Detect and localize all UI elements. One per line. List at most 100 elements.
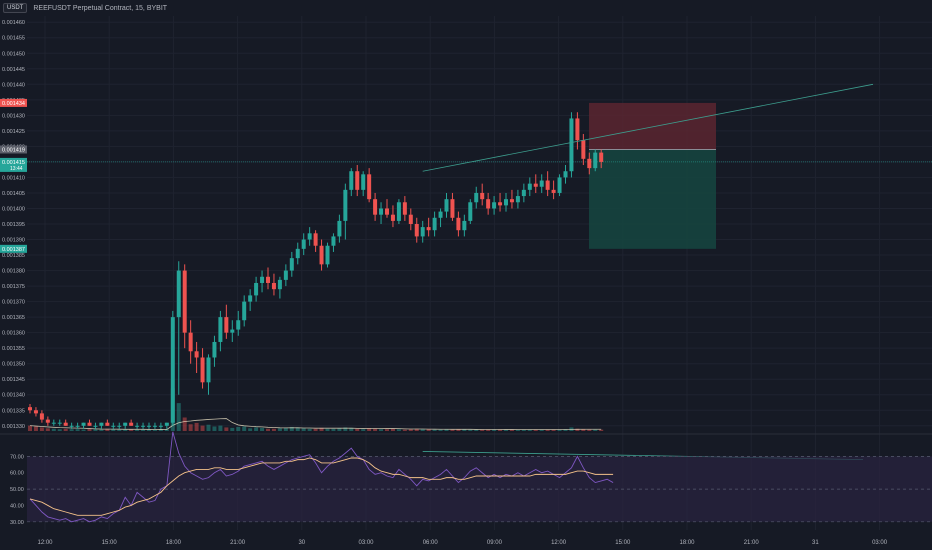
volume-bar xyxy=(188,424,193,431)
price-tick-label: 0.001345 xyxy=(2,377,25,383)
volume-bar xyxy=(28,425,32,431)
price-tick-label: 0.001360 xyxy=(2,331,25,337)
volume-bar xyxy=(486,429,491,431)
price-tick-label: 0.001455 xyxy=(2,36,25,42)
volume-bar xyxy=(254,427,259,431)
candle-body xyxy=(337,220,342,237)
volume-bar xyxy=(129,429,134,431)
candle-body xyxy=(242,301,247,321)
volume-bar xyxy=(450,429,455,431)
volume-bar xyxy=(456,429,461,431)
time-tick-label: 18:00 xyxy=(679,540,695,546)
candle-body xyxy=(230,329,235,333)
price-tick-label: 0.001375 xyxy=(2,284,25,290)
volume-bar xyxy=(373,428,378,431)
volume-bar xyxy=(575,428,580,431)
volume-bar xyxy=(432,429,437,431)
volume-bar xyxy=(468,429,473,431)
candle-body xyxy=(545,180,550,190)
volume-bar xyxy=(331,428,336,431)
volume-bar xyxy=(135,429,140,431)
candle-body xyxy=(432,217,437,231)
volume-bar xyxy=(408,429,413,431)
volume-bar xyxy=(99,429,104,431)
volume-bar xyxy=(545,429,550,431)
candle-body xyxy=(593,152,598,169)
price-tick-label: 0.001370 xyxy=(2,300,25,306)
candle-body xyxy=(135,425,140,427)
volume-bar xyxy=(325,428,330,431)
volume-bar xyxy=(557,429,562,431)
volume-bar xyxy=(444,429,449,431)
volume-bar xyxy=(218,425,223,431)
volume-bar xyxy=(313,428,318,431)
volume-bar xyxy=(438,429,443,431)
price-tick-label: 0.001330 xyxy=(2,424,25,430)
volume-bar xyxy=(51,428,56,431)
volume-bar xyxy=(551,429,556,431)
target-price-label: 0.001387 xyxy=(2,247,25,253)
candle-body xyxy=(587,158,592,169)
currency-button[interactable]: USDT xyxy=(3,3,28,13)
candle-body xyxy=(325,245,330,265)
candle-body xyxy=(206,357,211,383)
time-tick-label: 31 xyxy=(812,540,819,546)
candle-body xyxy=(99,422,104,426)
take-profit-zone[interactable] xyxy=(589,149,716,249)
candle-body xyxy=(426,227,431,231)
volume-bar xyxy=(355,428,360,431)
volume-bar xyxy=(93,429,98,431)
volume-bar xyxy=(212,426,217,431)
price-tick-label: 0.001460 xyxy=(2,20,25,26)
volume-bar xyxy=(283,427,288,431)
price-axis[interactable]: 0.001460 0.001455 0.001450 0.001445 0.001440… xyxy=(0,20,27,430)
candle-body xyxy=(182,270,187,333)
position-zones xyxy=(27,102,932,249)
volume-ma-line xyxy=(29,418,602,431)
candle-body xyxy=(527,183,532,190)
candle-body xyxy=(367,174,372,200)
candle-body xyxy=(313,233,318,246)
price-trend-line[interactable] xyxy=(422,83,874,172)
grid-lines xyxy=(0,16,932,530)
volume-bar xyxy=(361,429,366,431)
volume-bar xyxy=(533,429,538,431)
candle-body xyxy=(486,199,491,209)
candle-body xyxy=(141,425,146,427)
candle-body xyxy=(283,270,288,280)
price-tick-label: 0.001340 xyxy=(2,393,25,399)
volume-bar xyxy=(271,428,276,431)
last-price-label-bg xyxy=(0,157,27,172)
volume-bar xyxy=(521,429,526,431)
volume-bar xyxy=(194,422,199,431)
rsi-tick-label: 30.00 xyxy=(10,520,24,526)
candle-body xyxy=(408,214,413,224)
candle-body xyxy=(462,220,467,231)
volume-bar xyxy=(158,429,163,431)
candle-body xyxy=(355,171,360,190)
volume-bar xyxy=(319,427,324,431)
volume-bar xyxy=(81,429,86,431)
time-axis[interactable]: 12:00 15:00 18:00 21:00 30 03:00 06:00 09:00 12:… xyxy=(37,540,887,546)
candle-body xyxy=(581,140,586,159)
volume-bar xyxy=(509,429,514,431)
candle-body xyxy=(533,183,538,187)
candle-body xyxy=(176,270,181,318)
stop-price-label: 0.001434 xyxy=(2,101,25,107)
candle-body xyxy=(123,422,128,426)
time-tick-label: 12:00 xyxy=(551,540,567,546)
entry-price-label-bg xyxy=(0,145,27,154)
candle-body xyxy=(87,422,92,426)
volume-bar xyxy=(224,427,229,431)
candle-body xyxy=(289,258,294,271)
price-tick-label: 0.001355 xyxy=(2,346,25,352)
volume-bar xyxy=(69,429,74,431)
price-tick-label: 0.001385 xyxy=(2,253,25,259)
candle-body xyxy=(361,174,366,190)
candle-body xyxy=(539,180,544,187)
volume-bar xyxy=(367,428,372,431)
stop-loss-zone[interactable] xyxy=(589,102,716,150)
volume-bar xyxy=(176,403,181,431)
volume-bar xyxy=(105,428,110,431)
